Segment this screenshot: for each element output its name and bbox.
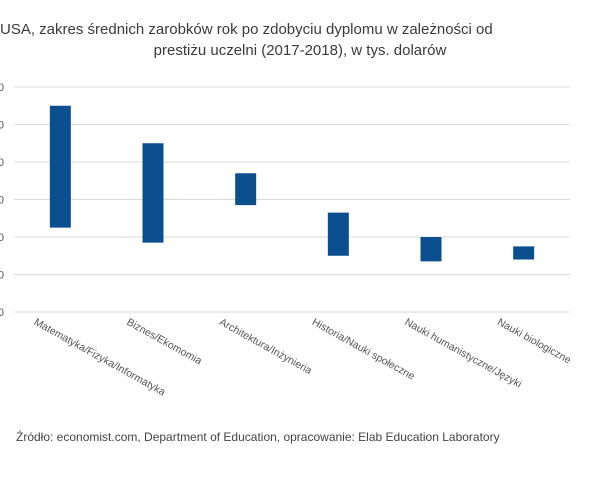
y-tick-label: 60	[0, 82, 4, 94]
range-bar	[49, 105, 71, 228]
y-tick-label: 0	[0, 307, 4, 319]
chart-title-line-2: prestiżu uczelni (2017-2018), w tys. dol…	[153, 42, 447, 59]
source-note: Źródło: economist.com, Department of Edu…	[16, 430, 500, 444]
range-bar	[327, 212, 349, 256]
chart-title-line-1: USA, zakres średnich zarobków rok po zdo…	[0, 21, 493, 38]
y-tick-label: 20	[0, 232, 4, 244]
x-tick-label: Biznes/Ekomomia	[125, 316, 204, 367]
range-bar	[513, 246, 535, 260]
y-tick-label: 40	[0, 157, 4, 169]
x-tick-label: Historia/Nauki społeczne	[310, 316, 417, 383]
range-bar	[420, 237, 442, 262]
y-tick-label: 30	[0, 195, 4, 207]
x-tick-label: Nauki biologiczne	[495, 316, 573, 366]
x-tick-label: Architektura/Inżynieria	[217, 316, 314, 377]
y-tick-label: 50	[0, 120, 4, 132]
range-bar	[142, 143, 164, 243]
y-tick-label: 10	[0, 270, 4, 282]
range-bar	[235, 173, 257, 206]
